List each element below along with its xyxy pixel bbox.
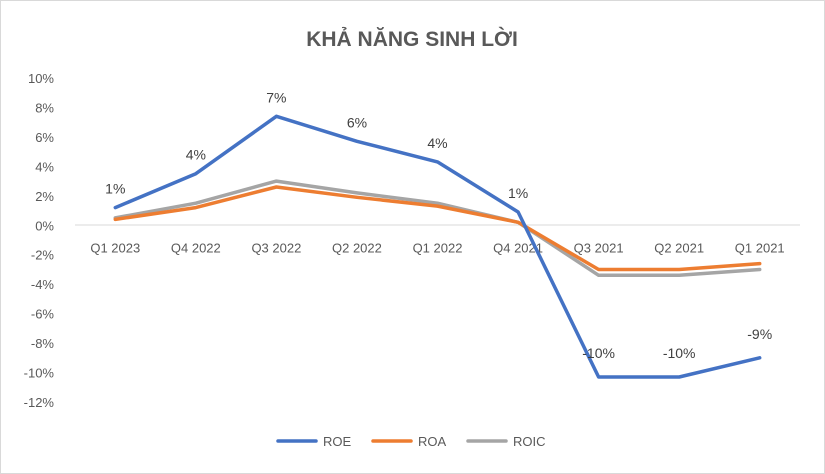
y-tick-label: 6% — [35, 130, 54, 145]
y-tick-label: 8% — [35, 100, 54, 115]
x-tick-label: Q3 2021 — [574, 240, 624, 255]
legend-label-roe: ROE — [323, 434, 352, 449]
legend-label-roa: ROA — [418, 434, 447, 449]
y-tick-label: -6% — [31, 307, 55, 322]
data-labels: 1% 4% 7% 6% 4% 1% -10% -10% -9% — [105, 89, 772, 361]
legend: ROE ROA ROIC — [276, 434, 546, 449]
data-label-roe: 7% — [266, 89, 286, 105]
x-tick-label: Q1 2023 — [90, 240, 140, 255]
x-tick-label: Q1 2021 — [735, 240, 785, 255]
chart-title: KHẢ NĂNG SINH LỜI — [306, 27, 518, 51]
data-label-roe: -10% — [582, 345, 615, 361]
series-line-roa — [113, 185, 762, 272]
y-tick-label: 10% — [28, 71, 54, 86]
x-tick-label: Q3 2022 — [251, 240, 301, 255]
x-tick-label: Q1 2022 — [413, 240, 463, 255]
data-label-roe: 1% — [105, 181, 125, 197]
y-tick-label: -10% — [24, 366, 55, 381]
data-label-roe: 6% — [347, 114, 367, 130]
y-tick-label: -12% — [24, 395, 55, 410]
y-tick-label: 0% — [35, 218, 54, 233]
y-tick-label: -4% — [31, 277, 55, 292]
x-tick-label: Q2 2022 — [332, 240, 382, 255]
legend-label-roic: ROIC — [513, 434, 546, 449]
series-line-roic — [113, 179, 762, 278]
x-tick-label: Q4 2021 — [493, 240, 543, 255]
data-label-roe: 4% — [427, 135, 447, 151]
x-axis-ticks: Q1 2023 Q4 2022 Q3 2022 Q2 2022 Q1 2022 Q4 20… — [90, 240, 784, 255]
data-label-roe: 1% — [508, 185, 528, 201]
y-tick-label: -8% — [31, 336, 55, 351]
x-tick-label: Q2 2021 — [654, 240, 704, 255]
series-line-roe — [113, 114, 762, 379]
y-tick-label: 2% — [35, 189, 54, 204]
series-group — [113, 114, 762, 379]
y-tick-label: -2% — [31, 248, 55, 263]
data-label-roe: -9% — [747, 326, 772, 342]
y-tick-label: 4% — [35, 159, 54, 174]
data-label-roe: -10% — [663, 345, 696, 361]
x-tick-label: Q4 2022 — [171, 240, 221, 255]
data-label-roe: 4% — [186, 147, 206, 163]
y-axis-ticks: 10% 8% 6% 4% 2% 0% -2% -4% -6% -8% -10% -12% — [24, 71, 55, 410]
